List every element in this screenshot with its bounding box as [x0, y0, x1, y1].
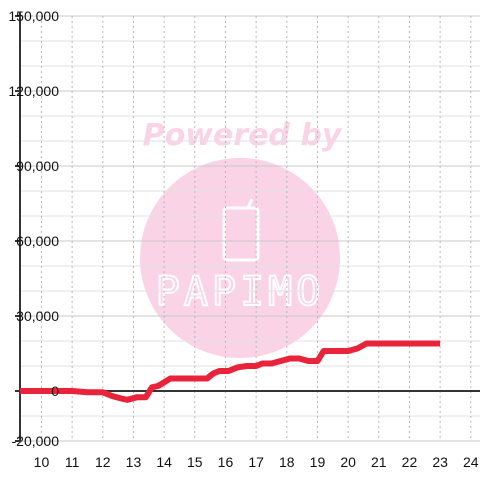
- y-tick-label: 120,000: [8, 83, 59, 99]
- y-tick-label: 60,000: [16, 233, 59, 249]
- watermark-caption: Powered by: [143, 118, 343, 153]
- x-tick-label: 11: [65, 454, 80, 470]
- y-tick-label: -20,000: [12, 433, 60, 449]
- watermark-brand: PAPIMO: [156, 269, 325, 315]
- phone-icon: [222, 198, 260, 262]
- y-tick-label: 30,000: [16, 308, 59, 324]
- y-tick-label: 90,000: [16, 158, 59, 174]
- x-tick-label: 10: [34, 454, 50, 470]
- x-tick-label: 18: [279, 454, 295, 470]
- tick-labels: -20,000 0 30,000 60,000 90,000 120,000 150,000…: [8, 8, 478, 470]
- x-tick-label: 17: [248, 454, 264, 470]
- y-tick-label: 0: [51, 383, 59, 399]
- x-tick-label: 23: [432, 454, 448, 470]
- x-tick-label: 13: [126, 454, 142, 470]
- x-tick-label: 22: [402, 454, 418, 470]
- watermark-circle: [140, 158, 340, 358]
- x-tick-label: 15: [187, 454, 203, 470]
- watermark: Powered by PAPIMO: [140, 118, 343, 358]
- x-tick-label: 21: [371, 454, 387, 470]
- x-tick-label: 14: [156, 454, 172, 470]
- grid: [20, 15, 480, 442]
- x-tick-label: 16: [218, 454, 234, 470]
- series-layer: [20, 340, 441, 403]
- x-tick-label: 19: [310, 454, 326, 470]
- x-tick-label: 12: [95, 454, 111, 470]
- x-tick-label: 24: [463, 454, 479, 470]
- y-tick-label: 150,000: [8, 8, 59, 24]
- series-line: [20, 340, 441, 403]
- x-tick-label: 20: [340, 454, 356, 470]
